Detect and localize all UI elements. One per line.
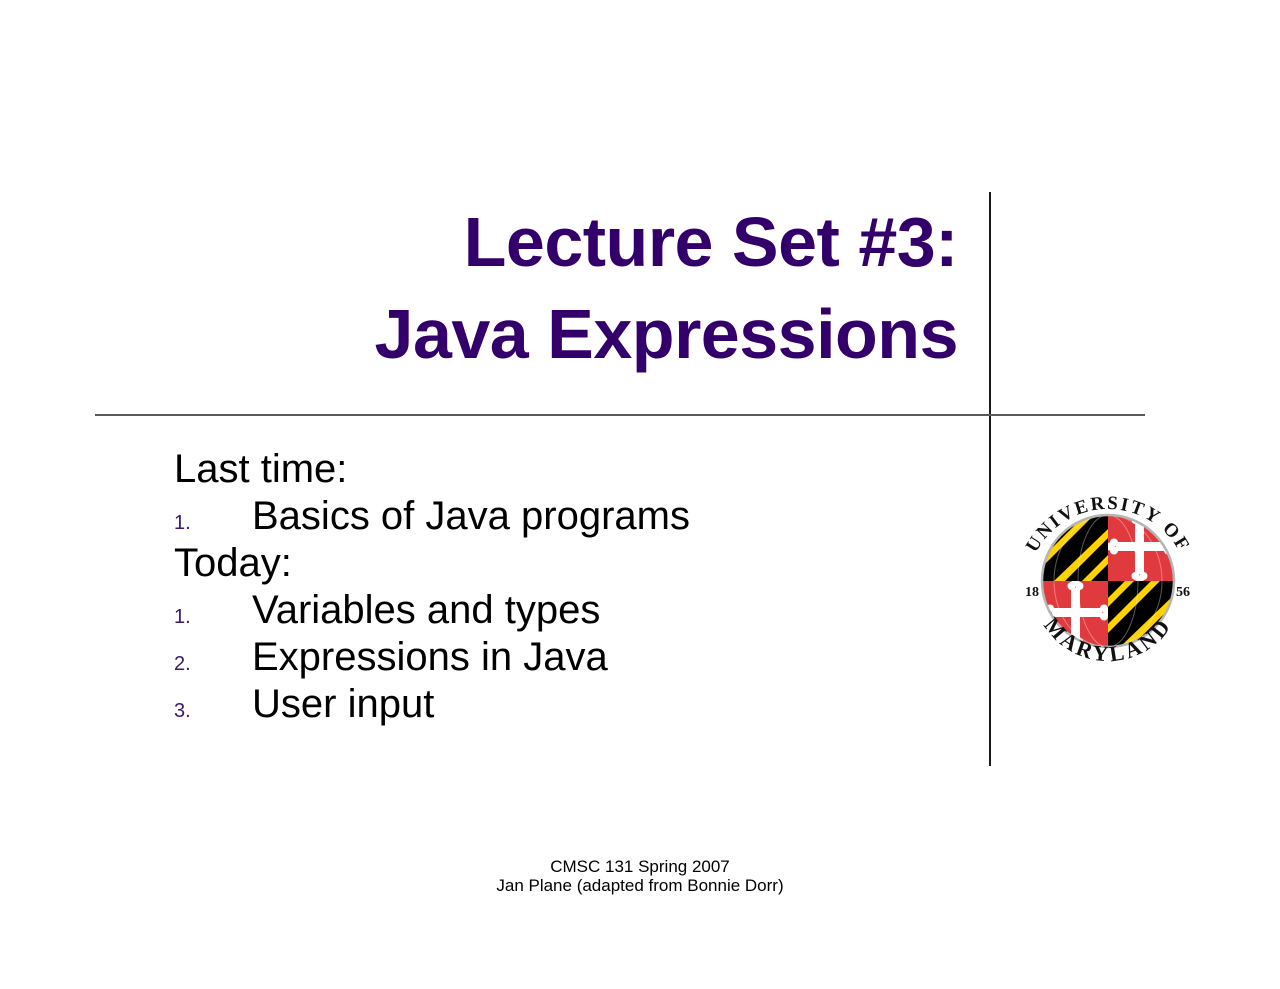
university-of-maryland-seal-icon: UNIVERSITY OF MARYLAND 18 56 <box>1013 478 1203 686</box>
agenda-heading-last-time: Last time: <box>174 447 348 491</box>
list-number: 1. <box>174 512 191 534</box>
title-line-1: Lecture Set #3: <box>463 203 959 281</box>
list-item-label: Basics of Java programs <box>252 494 690 538</box>
horizontal-divider-rule <box>95 414 1145 416</box>
list-number: 3. <box>174 700 191 722</box>
footer-author-line: Jan Plane (adapted from Bonnie Dorr) <box>496 876 784 895</box>
agenda-item: 1. Variables and types <box>174 587 964 634</box>
agenda-item: 2. Expressions in Java <box>174 634 964 681</box>
list-item-label: Expressions in Java <box>252 635 608 679</box>
footer-course-line: CMSC 131 Spring 2007 <box>550 857 730 876</box>
agenda-item: 1. Basics of Java programs <box>174 493 964 540</box>
agenda-content: Last time: 1. Basics of Java programs To… <box>174 446 964 728</box>
seal-year-left: 18 <box>1025 585 1039 600</box>
agenda-item: 3. User input <box>174 681 964 728</box>
list-item-label: User input <box>252 682 435 726</box>
slide-footer: CMSC 131 Spring 2007 Jan Plane (adapted … <box>0 857 1280 895</box>
list-number: 1. <box>174 606 191 628</box>
list-item-label: Variables and types <box>252 588 601 632</box>
agenda-heading-today: Today: <box>174 541 292 585</box>
list-number: 2. <box>174 653 191 675</box>
seal-year-right: 56 <box>1176 585 1190 600</box>
title-line-2: Java Expressions <box>374 295 959 374</box>
slide-title: Lecture Set #3: Java Expressions <box>120 196 959 381</box>
vertical-divider-rule <box>989 192 991 766</box>
